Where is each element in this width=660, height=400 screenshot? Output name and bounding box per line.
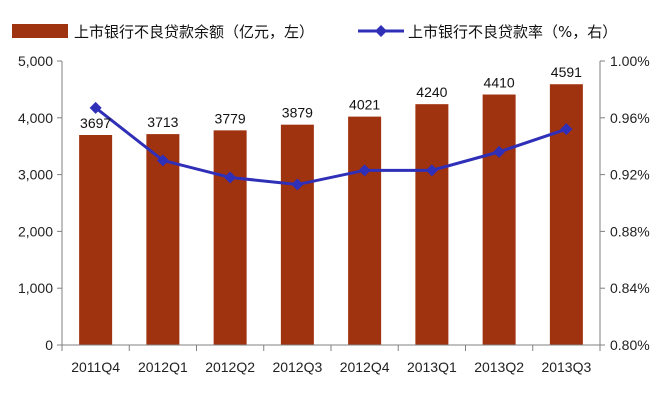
y-left-tick-label: 3,000 xyxy=(18,167,53,183)
y-left-tick-label: 0 xyxy=(45,337,53,353)
bar-2012Q3 xyxy=(280,124,314,346)
legend-bar-label: 上市银行不良贷款余额（亿元，左） xyxy=(74,23,314,41)
y-left-tick-label: 2,000 xyxy=(18,223,53,239)
y-left-tick-label: 5,000 xyxy=(18,53,53,69)
bar-2012Q4 xyxy=(348,116,382,345)
y-left-tick-label: 4,000 xyxy=(18,110,53,126)
x-tick-label: 2011Q4 xyxy=(71,359,120,375)
bar-data-label: 3879 xyxy=(282,105,313,121)
bar-2013Q1 xyxy=(415,104,449,345)
legend-bar-swatch xyxy=(12,24,68,38)
bar-data-label: 4240 xyxy=(416,84,447,100)
bar-2013Q2 xyxy=(482,94,516,346)
bar-data-label: 4410 xyxy=(484,75,515,91)
bar-data-label: 4021 xyxy=(349,97,380,113)
x-tick-label: 2013Q1 xyxy=(407,359,457,375)
y-right-tick-label: 0.92% xyxy=(610,167,650,183)
line-point-2013Q3 xyxy=(560,123,573,136)
bar-data-label: 3779 xyxy=(215,110,246,126)
y-right-tick-label: 0.84% xyxy=(610,280,650,296)
x-tick-label: 2012Q2 xyxy=(205,359,255,375)
line-point-2012Q3 xyxy=(291,178,304,191)
x-tick-label: 2013Q2 xyxy=(474,359,524,375)
line-point-2012Q1 xyxy=(156,154,169,167)
y-right-tick-label: 0.88% xyxy=(610,223,650,239)
line-point-2011Q4 xyxy=(89,101,102,114)
bar-data-label: 3697 xyxy=(80,115,111,131)
bar-2012Q2 xyxy=(213,130,247,345)
x-tick-label: 2012Q1 xyxy=(138,359,188,375)
bar-data-label: 3713 xyxy=(147,114,178,130)
line-npl-ratio xyxy=(94,106,567,187)
bar-2012Q1 xyxy=(146,134,180,345)
y-left-tick-label: 1,000 xyxy=(18,280,53,296)
line-point-2012Q2 xyxy=(224,171,237,184)
x-tick-label: 2012Q3 xyxy=(272,359,322,375)
line-point-2013Q2 xyxy=(493,145,506,158)
x-tick-label: 2013Q3 xyxy=(541,359,591,375)
legend: 上市银行不良贷款余额（亿元，左） 上市银行不良贷款率（%，右） xyxy=(12,23,617,41)
y-right-tick-label: 0.80% xyxy=(610,337,650,353)
x-tick-label: 2012Q4 xyxy=(340,359,390,375)
bar-data-label: 4591 xyxy=(551,64,582,80)
legend-line-label: 上市银行不良贷款率（%，右） xyxy=(408,23,617,41)
y-right-tick-label: 0.96% xyxy=(610,110,650,126)
bar-2011Q4 xyxy=(79,135,113,345)
plot-area: 0 1,000 2,000 3,000 4,000 5,000 0.80% 0.84% 0.88… xyxy=(18,53,650,375)
y-right-tick-label: 1.00% xyxy=(610,53,650,69)
line-point-2012Q4 xyxy=(358,164,371,177)
legend-line-marker xyxy=(375,25,387,37)
line-point-2013Q1 xyxy=(425,164,438,177)
